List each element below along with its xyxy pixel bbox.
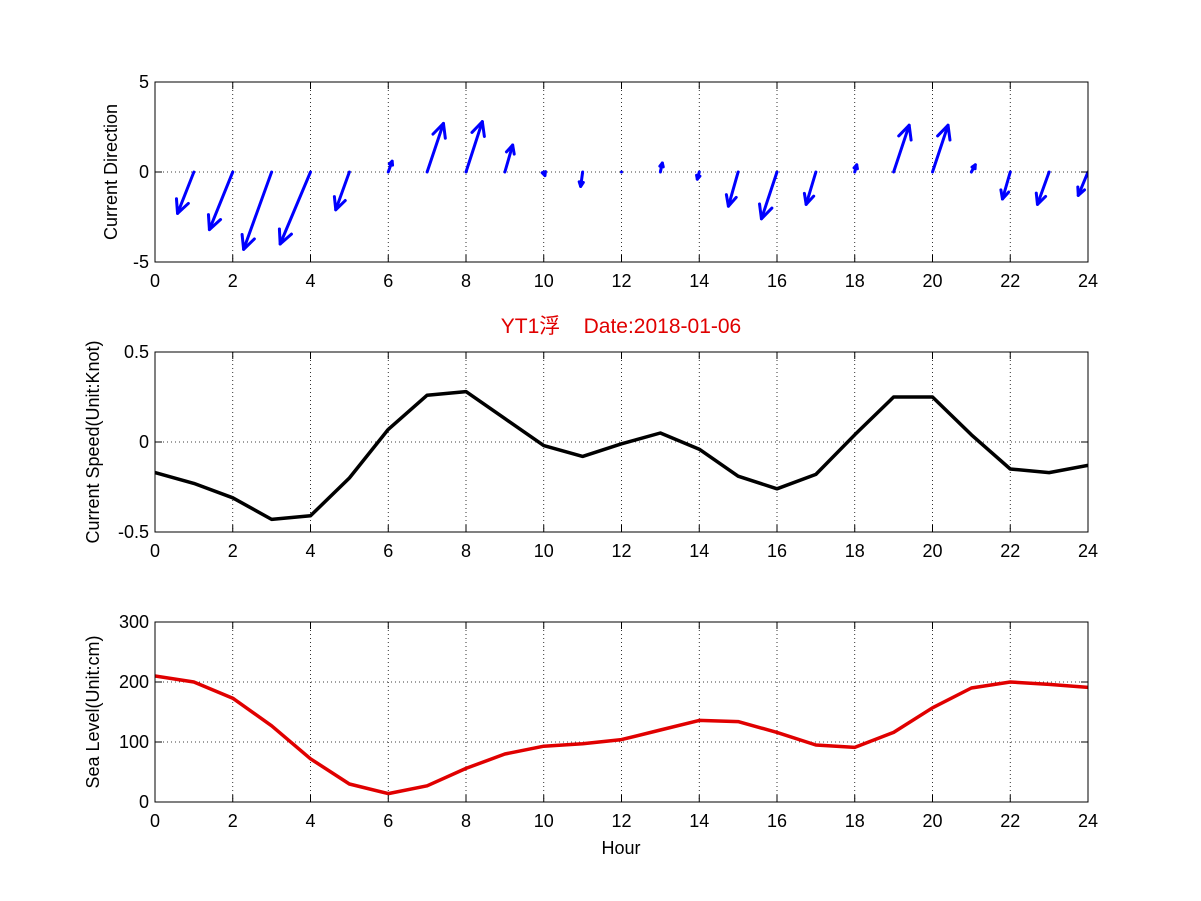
quiver-arrow [277, 170, 312, 246]
x-tick-label: 22 [1000, 811, 1020, 831]
x-tick-label: 14 [689, 271, 709, 291]
quiver-arrow [332, 170, 351, 212]
y-tick-label: -0.5 [118, 522, 149, 542]
quiver-arrow [999, 170, 1012, 201]
x-tick-label: 24 [1078, 811, 1098, 831]
quiver-arrow [577, 170, 585, 188]
y-tick-label: 0 [139, 162, 149, 182]
x-tick-label: 2 [228, 541, 238, 561]
quiver-arrow [931, 123, 952, 174]
quiver-arrow [724, 170, 740, 208]
quiver-arrow [969, 163, 977, 174]
x-tick-label: 10 [534, 811, 554, 831]
x-tick-label: 12 [611, 811, 631, 831]
quiver-arrow [425, 121, 447, 174]
ticks-speed: 0 2 4 6 8 10 12 14 16 18 20 22 24-0.500.5 [118, 342, 1098, 561]
x-tick-label: 16 [767, 271, 787, 291]
x-tick-label: 12 [611, 271, 631, 291]
y-tick-label: -5 [133, 252, 149, 272]
x-tick-label: 18 [845, 271, 865, 291]
x-tick-label: 2 [228, 811, 238, 831]
x-tick-label: 0 [150, 811, 160, 831]
quiver-arrow [758, 170, 779, 221]
x-tick-label: 4 [305, 271, 315, 291]
x-tick-label: 4 [305, 541, 315, 561]
y-axis-label-speed: Current Speed(Unit:Knot) [83, 340, 103, 543]
x-tick-label: 18 [845, 541, 865, 561]
x-tick-label: 4 [305, 811, 315, 831]
quiver-arrow [503, 143, 516, 174]
quiver-arrow [892, 123, 913, 174]
plot-area-sea-level [155, 622, 1088, 802]
chart-title: YT1浮 Date:2018-01-06 [501, 315, 741, 338]
quiver-arrow [852, 163, 859, 174]
quiver-arrow [802, 170, 818, 206]
x-tick-label: 0 [150, 541, 160, 561]
y-tick-label: 300 [119, 612, 149, 632]
x-tick-label: 6 [383, 811, 393, 831]
quiver-arrow [206, 170, 235, 232]
series-line [155, 389, 1088, 522]
x-tick-label: 24 [1078, 271, 1098, 291]
panel-current-speed: YT1浮 Date:2018-01-06 0 2 4 6 8 10 12 14 16 18 20 22… [83, 315, 1098, 561]
x-tick-label: 8 [461, 271, 471, 291]
x-tick-label: 20 [922, 271, 942, 291]
y-tick-label: 0.5 [124, 342, 149, 362]
quiver-arrows [174, 120, 1088, 251]
x-tick-label: 10 [534, 271, 554, 291]
x-tick-label: 10 [534, 541, 554, 561]
quiver-arrow [658, 161, 665, 174]
x-tick-label: 16 [767, 541, 787, 561]
y-tick-label: 5 [139, 72, 149, 92]
series-sea-level [155, 674, 1088, 796]
x-tick-label: 20 [922, 541, 942, 561]
x-tick-label: 20 [922, 811, 942, 831]
quiver-arrow [695, 170, 702, 181]
y-tick-label: 0 [139, 432, 149, 452]
x-tick-label: 14 [689, 541, 709, 561]
x-axis-label: Hour [601, 838, 640, 858]
x-tick-label: 12 [611, 541, 631, 561]
x-tick-label: 24 [1078, 541, 1098, 561]
x-tick-label: 6 [383, 271, 393, 291]
quiver-arrow [174, 170, 196, 215]
quiver-arrow [1076, 170, 1088, 197]
panel-current-direction: 0 2 4 6 8 10 12 14 16 18 20 22 24-505 Current Direct… [101, 72, 1098, 291]
ticks-direction: 0 2 4 6 8 10 12 14 16 18 20 22 24-505 [133, 72, 1098, 291]
y-tick-label: 0 [139, 792, 149, 812]
y-tick-label: 100 [119, 732, 149, 752]
y-tick-label: 200 [119, 672, 149, 692]
quiver-arrow [240, 170, 274, 251]
x-tick-label: 8 [461, 541, 471, 561]
series-line [155, 674, 1088, 796]
x-tick-label: 2 [228, 271, 238, 291]
y-axis-label-sea-level: Sea Level(Unit:cm) [83, 635, 103, 788]
x-tick-label: 6 [383, 541, 393, 561]
quiver-arrow [464, 120, 486, 174]
x-tick-label: 22 [1000, 541, 1020, 561]
x-tick-label: 14 [689, 811, 709, 831]
x-tick-label: 22 [1000, 271, 1020, 291]
x-tick-label: 0 [150, 271, 160, 291]
x-tick-label: 8 [461, 811, 471, 831]
x-tick-label: 18 [845, 811, 865, 831]
quiver-arrow [386, 159, 395, 174]
x-tick-label: 16 [767, 811, 787, 831]
series-speed [155, 389, 1088, 522]
quiver-arrow [1034, 170, 1051, 206]
y-axis-label-direction: Current Direction [101, 104, 121, 240]
quiver-arrow [540, 170, 547, 178]
